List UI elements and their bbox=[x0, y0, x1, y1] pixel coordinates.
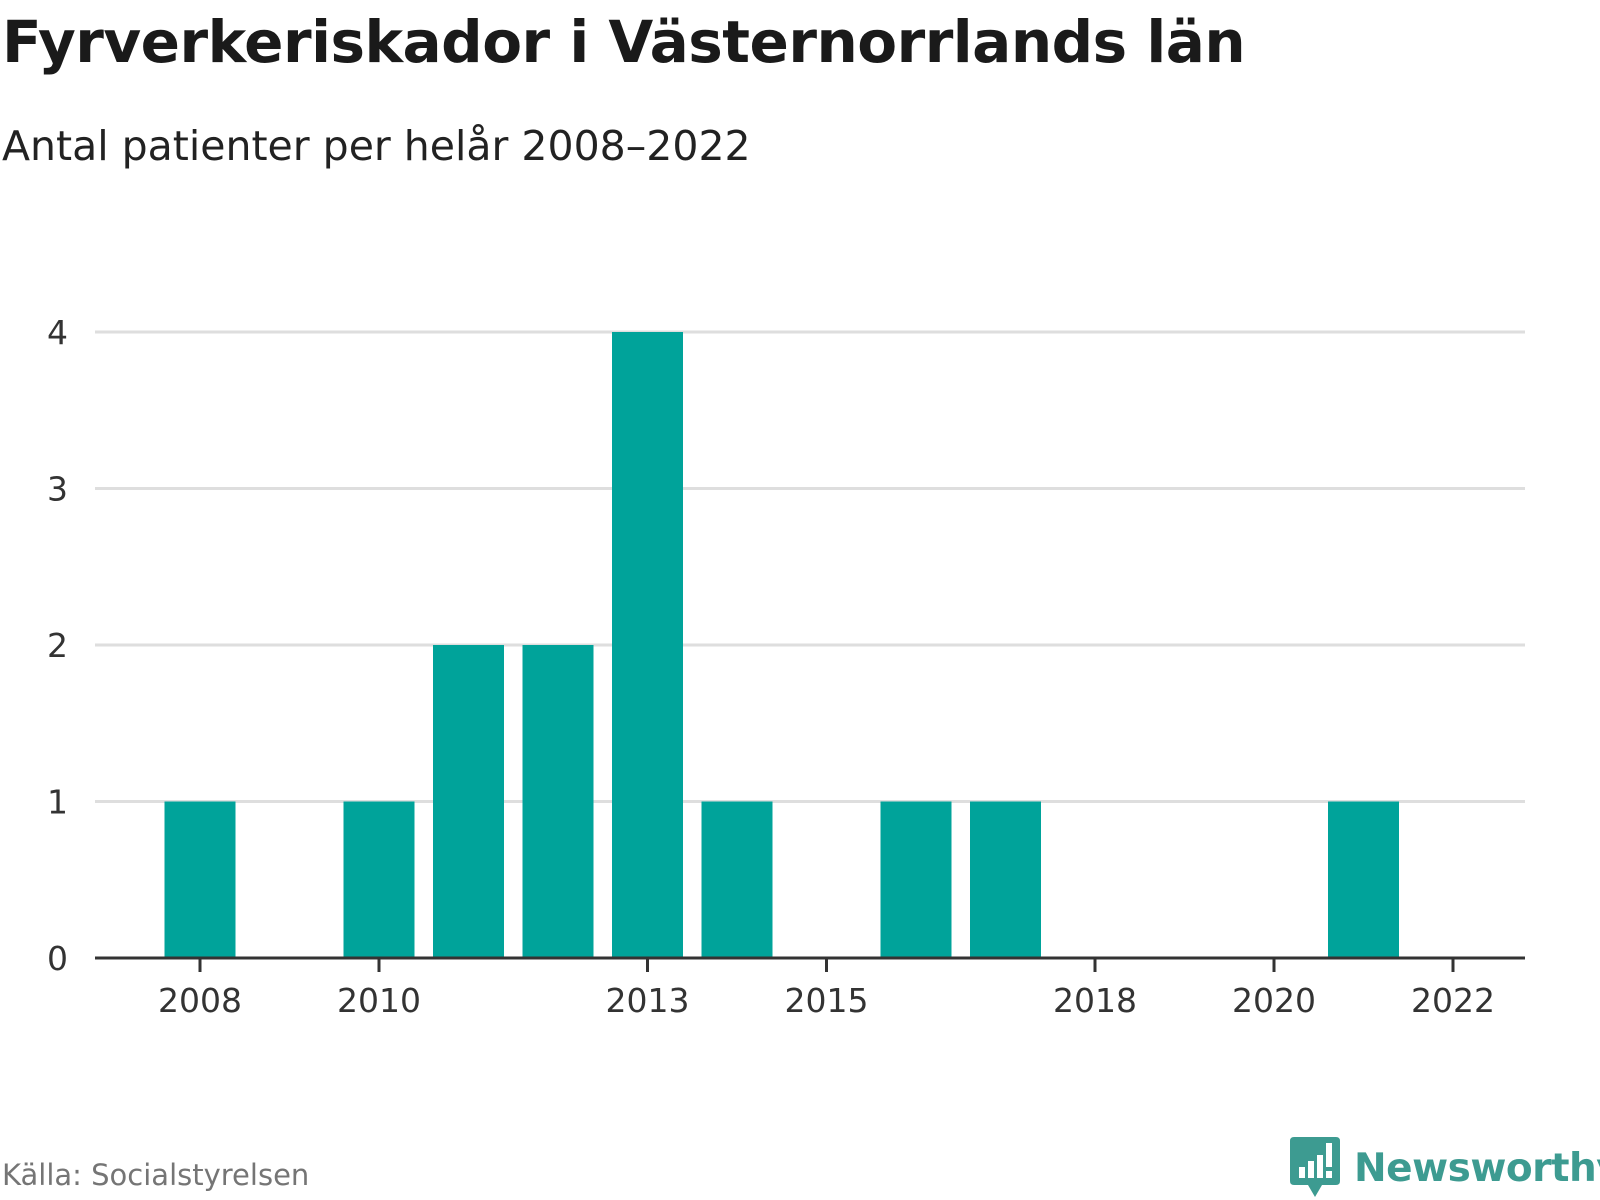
x-tick-label: 2010 bbox=[337, 981, 421, 1020]
chart-title: Fyrverkeriskador i Västernorrlands län bbox=[2, 8, 1246, 76]
brand-logo[interactable]: Newsworthy bbox=[1290, 1137, 1600, 1198]
source-note: Källa: Socialstyrelsen bbox=[2, 1158, 310, 1192]
x-tick-label: 2013 bbox=[606, 981, 690, 1020]
newsworthy-logo-icon bbox=[1290, 1137, 1340, 1197]
y-tick-label: 4 bbox=[47, 313, 68, 352]
x-tick-label: 2015 bbox=[785, 981, 869, 1020]
y-tick-label: 3 bbox=[47, 470, 68, 509]
brand-name: Newsworthy bbox=[1354, 1145, 1600, 1191]
bar bbox=[522, 645, 594, 958]
x-tick-label: 2020 bbox=[1232, 981, 1316, 1020]
x-tick-label: 2018 bbox=[1053, 981, 1137, 1020]
bar bbox=[1328, 801, 1399, 958]
y-tick-label: 0 bbox=[47, 939, 68, 978]
x-tick-label: 2022 bbox=[1411, 981, 1495, 1020]
bar bbox=[164, 801, 236, 958]
y-tick-label: 2 bbox=[47, 626, 68, 665]
bar bbox=[343, 801, 415, 958]
bar bbox=[970, 801, 1041, 958]
bar bbox=[612, 332, 683, 958]
bar bbox=[880, 801, 952, 958]
x-tick-label: 2008 bbox=[158, 981, 242, 1020]
chart-subtitle: Antal patienter per helår 2008–2022 bbox=[2, 122, 751, 170]
bar bbox=[433, 645, 504, 958]
bar bbox=[701, 801, 773, 958]
y-tick-label: 1 bbox=[47, 783, 68, 822]
